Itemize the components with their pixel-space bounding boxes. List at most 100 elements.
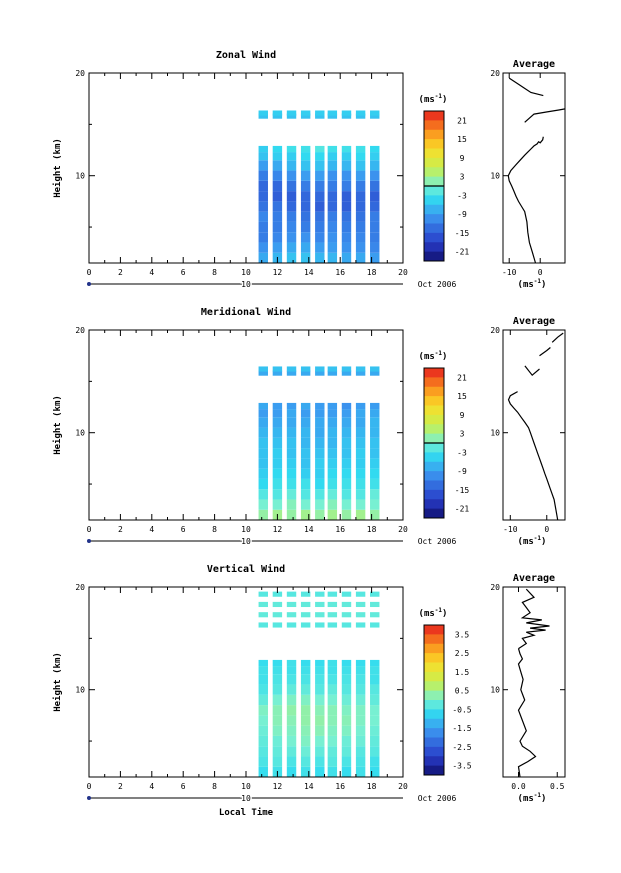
heatmap-cell	[258, 417, 268, 428]
heatmap-cell	[341, 478, 352, 490]
heatmap-upper-cell	[300, 591, 311, 597]
colorbar-tick-label: 3	[460, 173, 465, 182]
average-panel-3: Average 0.0 0.5 10 20 (ms-1)	[490, 573, 566, 804]
average-y-tick-label: 10	[490, 429, 500, 438]
heatmap-cell	[300, 252, 311, 263]
colorbar-segment	[424, 671, 444, 682]
colorbar-segment	[424, 489, 444, 500]
heatmap-cell	[300, 509, 311, 520]
average-y-tick-label: 10	[490, 172, 500, 181]
average-profile-line	[517, 648, 537, 778]
heatmap-cell	[327, 725, 338, 736]
heatmap-cell	[258, 191, 268, 202]
heatmap-upper-cell	[272, 110, 283, 116]
heatmap-cell	[272, 170, 283, 181]
average-x-tick-label: -10	[502, 268, 517, 277]
heatmap-cell	[300, 170, 311, 181]
heatmap-column	[327, 659, 338, 777]
colorbar-segment	[424, 461, 444, 472]
heatmap-cell	[286, 725, 297, 736]
heatmap-upper-cell	[370, 113, 380, 119]
colorbar-segment	[424, 139, 444, 149]
colorbar-segment	[424, 737, 444, 748]
x-tick-label: 8	[212, 268, 217, 277]
heatmap-cell	[286, 478, 297, 490]
heatmap-cell	[286, 489, 297, 500]
heatmap-cell	[341, 666, 352, 675]
heatmap-cell	[341, 170, 352, 181]
heatmap-cell	[315, 427, 325, 438]
heatmap-column	[315, 659, 325, 777]
heatmap-cell	[286, 242, 297, 253]
heatmap-cell	[315, 659, 325, 667]
heatmap-cell	[300, 402, 311, 410]
heatmap-cell	[286, 145, 297, 153]
heatmap-cell	[341, 735, 352, 747]
heatmap-cell	[300, 478, 311, 490]
heatmap-upper-cell	[355, 113, 366, 119]
average-x-tick-label: 0.0	[511, 782, 526, 791]
colorbar-tick-label: 2.5	[455, 649, 470, 658]
heatmap-cell	[258, 735, 268, 747]
colorbar-unit-exp: -1	[435, 93, 443, 100]
heatmap-cell	[370, 666, 380, 675]
heatmap-cell	[315, 448, 325, 459]
heatmap-cell	[300, 715, 311, 726]
heatmap-upper-cell	[327, 113, 338, 119]
heatmap-column	[355, 659, 366, 777]
heatmap-cell	[315, 694, 325, 706]
heatmap-cell	[341, 659, 352, 667]
colorbar-segment	[424, 499, 444, 510]
heatmap-cell	[370, 221, 380, 233]
heatmap-cell	[258, 489, 268, 500]
heatmap-upper-cell	[286, 591, 297, 597]
heatmap-upper-cell	[315, 366, 325, 372]
heatmap-cell	[315, 715, 325, 726]
date-label: Oct 2006	[418, 537, 457, 546]
heatmap-cell	[355, 409, 366, 418]
average-x-label-close: )	[541, 537, 546, 547]
heatmap-cell	[272, 201, 283, 212]
colorbar-segment	[424, 508, 444, 519]
colorbar-segment	[424, 377, 444, 388]
heatmap-cell	[341, 437, 352, 449]
heatmap-upper-cell	[300, 622, 311, 628]
heatmap-cell	[370, 409, 380, 418]
heatmap-upper-cell	[258, 370, 268, 376]
y-tick-label: 20	[75, 69, 85, 78]
heatmap-cell	[300, 448, 311, 459]
x-tick-label: 16	[335, 525, 345, 534]
colorbar-tick-label: 21	[457, 116, 467, 125]
heatmap-cell	[355, 725, 366, 736]
x-tick-label: 16	[335, 268, 345, 277]
heatmap-column	[355, 402, 366, 520]
colorbar: 21 15 9 3 -3 -9 -15 -21 (ms-1)	[419, 350, 469, 519]
heatmap-upper-cell	[355, 591, 366, 597]
heatmap-cell	[355, 201, 366, 212]
heatmap-cell	[258, 715, 268, 726]
heatmap-cell	[315, 666, 325, 675]
average-x-label-base: (ms	[518, 537, 534, 547]
colorbar-segment	[424, 653, 444, 663]
heatmap-cell	[300, 427, 311, 438]
heatmap-cell	[370, 684, 380, 695]
heatmap-cell	[355, 659, 366, 667]
heatmap-cell	[327, 402, 338, 410]
heatmap-cell	[327, 180, 338, 192]
heatmap-column	[341, 659, 352, 777]
heatmap-cell	[300, 417, 311, 428]
heatmap-cell	[327, 242, 338, 253]
x-tick-label: 12	[273, 268, 283, 277]
heatmap-cell	[355, 211, 366, 222]
heatmap-upper-cell	[315, 113, 325, 119]
heatmap-cell	[315, 735, 325, 747]
heatmap-upper-cell	[327, 622, 338, 628]
colorbar-segment	[424, 368, 444, 378]
x-tick-label: 4	[149, 782, 154, 791]
colorbar-segment	[424, 242, 444, 253]
heatmap-cell	[341, 725, 352, 736]
heatmap-cell	[327, 705, 338, 716]
x-tick-label: 4	[149, 268, 154, 277]
x-tick-label: 20	[398, 782, 408, 791]
